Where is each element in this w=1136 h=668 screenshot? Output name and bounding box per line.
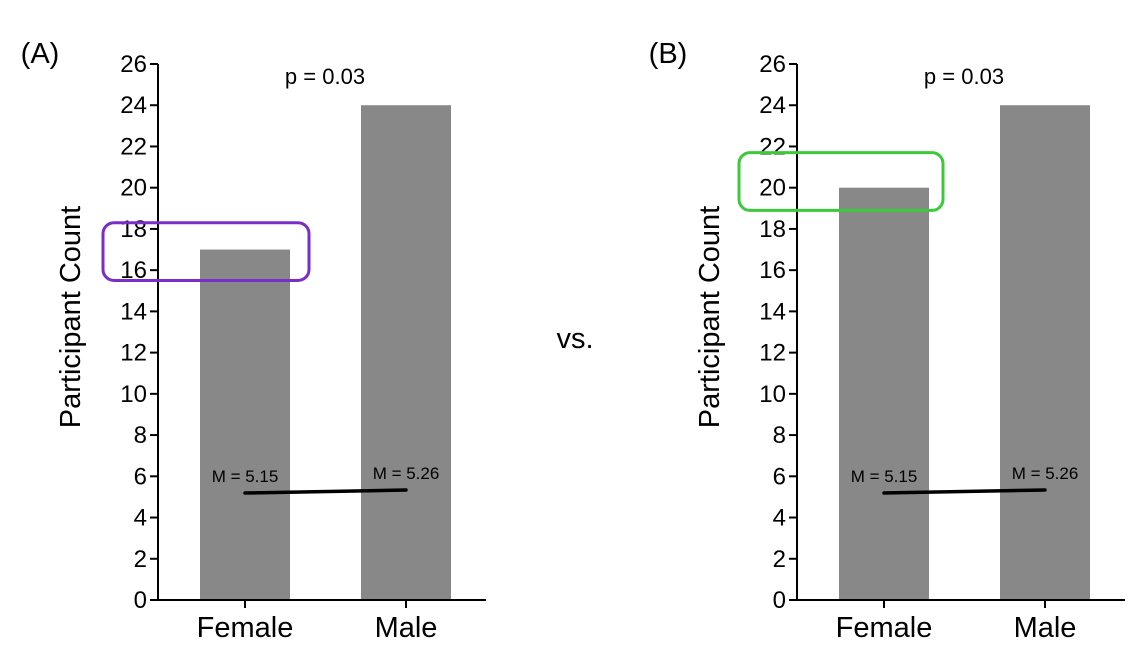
y-tick-label: 20 — [759, 175, 786, 202]
y-tick-label: 2 — [134, 546, 147, 573]
mean-label: M = 5.26 — [373, 464, 440, 483]
y-tick-label: 12 — [120, 340, 147, 367]
y-tick-label: 10 — [120, 381, 147, 408]
highlight-box — [737, 151, 945, 212]
y-tick-label: 12 — [759, 340, 786, 367]
y-tick-label: 24 — [759, 92, 786, 119]
mean-label: M = 5.15 — [851, 467, 918, 486]
x-tick-label-female: Female — [836, 612, 933, 644]
y-tick-label: 18 — [120, 216, 147, 243]
bar-male — [361, 105, 451, 600]
y-tick-label: 14 — [120, 298, 147, 325]
x-tick-label-female: Female — [197, 612, 294, 644]
x-tick-label-male: Male — [1014, 612, 1077, 644]
y-tick-label: 6 — [773, 463, 786, 490]
y-tick-label: 20 — [120, 175, 147, 202]
bar-male — [1000, 105, 1090, 600]
y-tick-label: 18 — [759, 216, 786, 243]
p-value-annotation: p = 0.03 — [924, 64, 1004, 89]
mean-line — [882, 488, 1047, 495]
y-tick-label: 0 — [773, 587, 786, 614]
highlight-box — [101, 221, 311, 282]
y-tick-label: 14 — [759, 298, 786, 325]
x-tick-label-male: Male — [375, 612, 438, 644]
y-tick-label: 6 — [134, 463, 147, 490]
y-tick-label: 10 — [759, 381, 786, 408]
y-tick-label: 22 — [120, 133, 147, 160]
bar-female — [200, 249, 290, 601]
y-tick-label: 0 — [134, 587, 147, 614]
y-axis-title: Participant Count — [694, 206, 726, 428]
panel-label: (B) — [649, 38, 688, 70]
panel-label: (A) — [21, 38, 60, 70]
y-tick-label: 16 — [759, 257, 786, 284]
y-tick-label: 24 — [120, 92, 147, 119]
y-axis-title: Participant Count — [55, 206, 87, 428]
vs-label: vs. — [556, 323, 593, 355]
bar-female — [839, 187, 929, 600]
y-tick-label: 8 — [773, 422, 786, 449]
y-tick-label: 4 — [134, 505, 147, 532]
mean-label: M = 5.15 — [212, 467, 279, 486]
y-tick-label: 26 — [759, 51, 786, 78]
mean-label: M = 5.26 — [1012, 464, 1079, 483]
y-tick-label: 26 — [120, 51, 147, 78]
y-tick-label: 2 — [773, 546, 786, 573]
y-tick-label: 22 — [759, 133, 786, 160]
p-value-annotation: p = 0.03 — [285, 64, 365, 89]
y-tick-label: 8 — [134, 422, 147, 449]
y-tick-label: 4 — [773, 505, 786, 532]
mean-line — [243, 488, 408, 495]
